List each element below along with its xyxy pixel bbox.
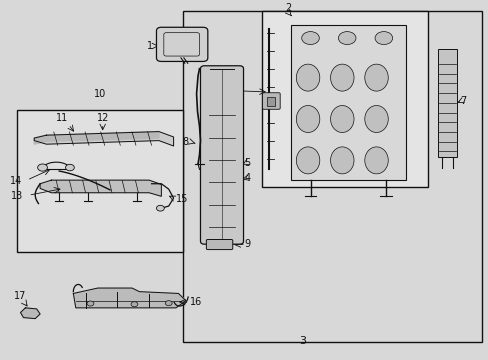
- Text: 17: 17: [14, 291, 27, 301]
- Ellipse shape: [296, 147, 319, 174]
- Bar: [183, 11, 481, 342]
- Text: 1: 1: [146, 41, 153, 51]
- Polygon shape: [34, 132, 173, 146]
- Polygon shape: [40, 180, 161, 196]
- FancyBboxPatch shape: [206, 239, 232, 249]
- Bar: [261, 11, 427, 187]
- Circle shape: [38, 164, 47, 171]
- Bar: [437, 49, 456, 157]
- Ellipse shape: [364, 147, 387, 174]
- Text: 6: 6: [215, 85, 221, 95]
- Ellipse shape: [364, 105, 387, 132]
- FancyBboxPatch shape: [156, 27, 207, 62]
- Text: 10: 10: [94, 89, 106, 99]
- Circle shape: [156, 205, 164, 211]
- Ellipse shape: [364, 64, 387, 91]
- FancyBboxPatch shape: [266, 97, 275, 106]
- Text: 13: 13: [11, 191, 23, 201]
- Ellipse shape: [330, 64, 353, 91]
- Circle shape: [338, 32, 355, 45]
- Text: 7: 7: [460, 96, 466, 106]
- Text: 12: 12: [96, 113, 109, 123]
- Text: 8: 8: [182, 138, 188, 147]
- Text: 15: 15: [176, 194, 188, 204]
- Polygon shape: [73, 288, 185, 308]
- Circle shape: [165, 301, 172, 306]
- Text: 3: 3: [299, 336, 306, 346]
- Circle shape: [374, 32, 392, 45]
- Bar: [17, 110, 183, 252]
- Text: 5: 5: [244, 158, 250, 168]
- Text: 4: 4: [244, 174, 250, 183]
- Text: 2: 2: [285, 3, 291, 13]
- Circle shape: [301, 32, 319, 45]
- Ellipse shape: [296, 105, 319, 132]
- Text: 11: 11: [56, 113, 68, 123]
- Polygon shape: [20, 308, 40, 319]
- Ellipse shape: [330, 147, 353, 174]
- Text: 16: 16: [189, 297, 202, 307]
- Ellipse shape: [296, 64, 319, 91]
- FancyBboxPatch shape: [200, 66, 243, 244]
- FancyBboxPatch shape: [262, 93, 280, 109]
- Circle shape: [65, 164, 74, 171]
- Circle shape: [87, 301, 94, 306]
- Ellipse shape: [330, 105, 353, 132]
- Text: 9: 9: [244, 239, 250, 249]
- Bar: [290, 26, 405, 180]
- Polygon shape: [34, 132, 159, 144]
- Circle shape: [131, 302, 138, 307]
- Text: 14: 14: [10, 176, 22, 186]
